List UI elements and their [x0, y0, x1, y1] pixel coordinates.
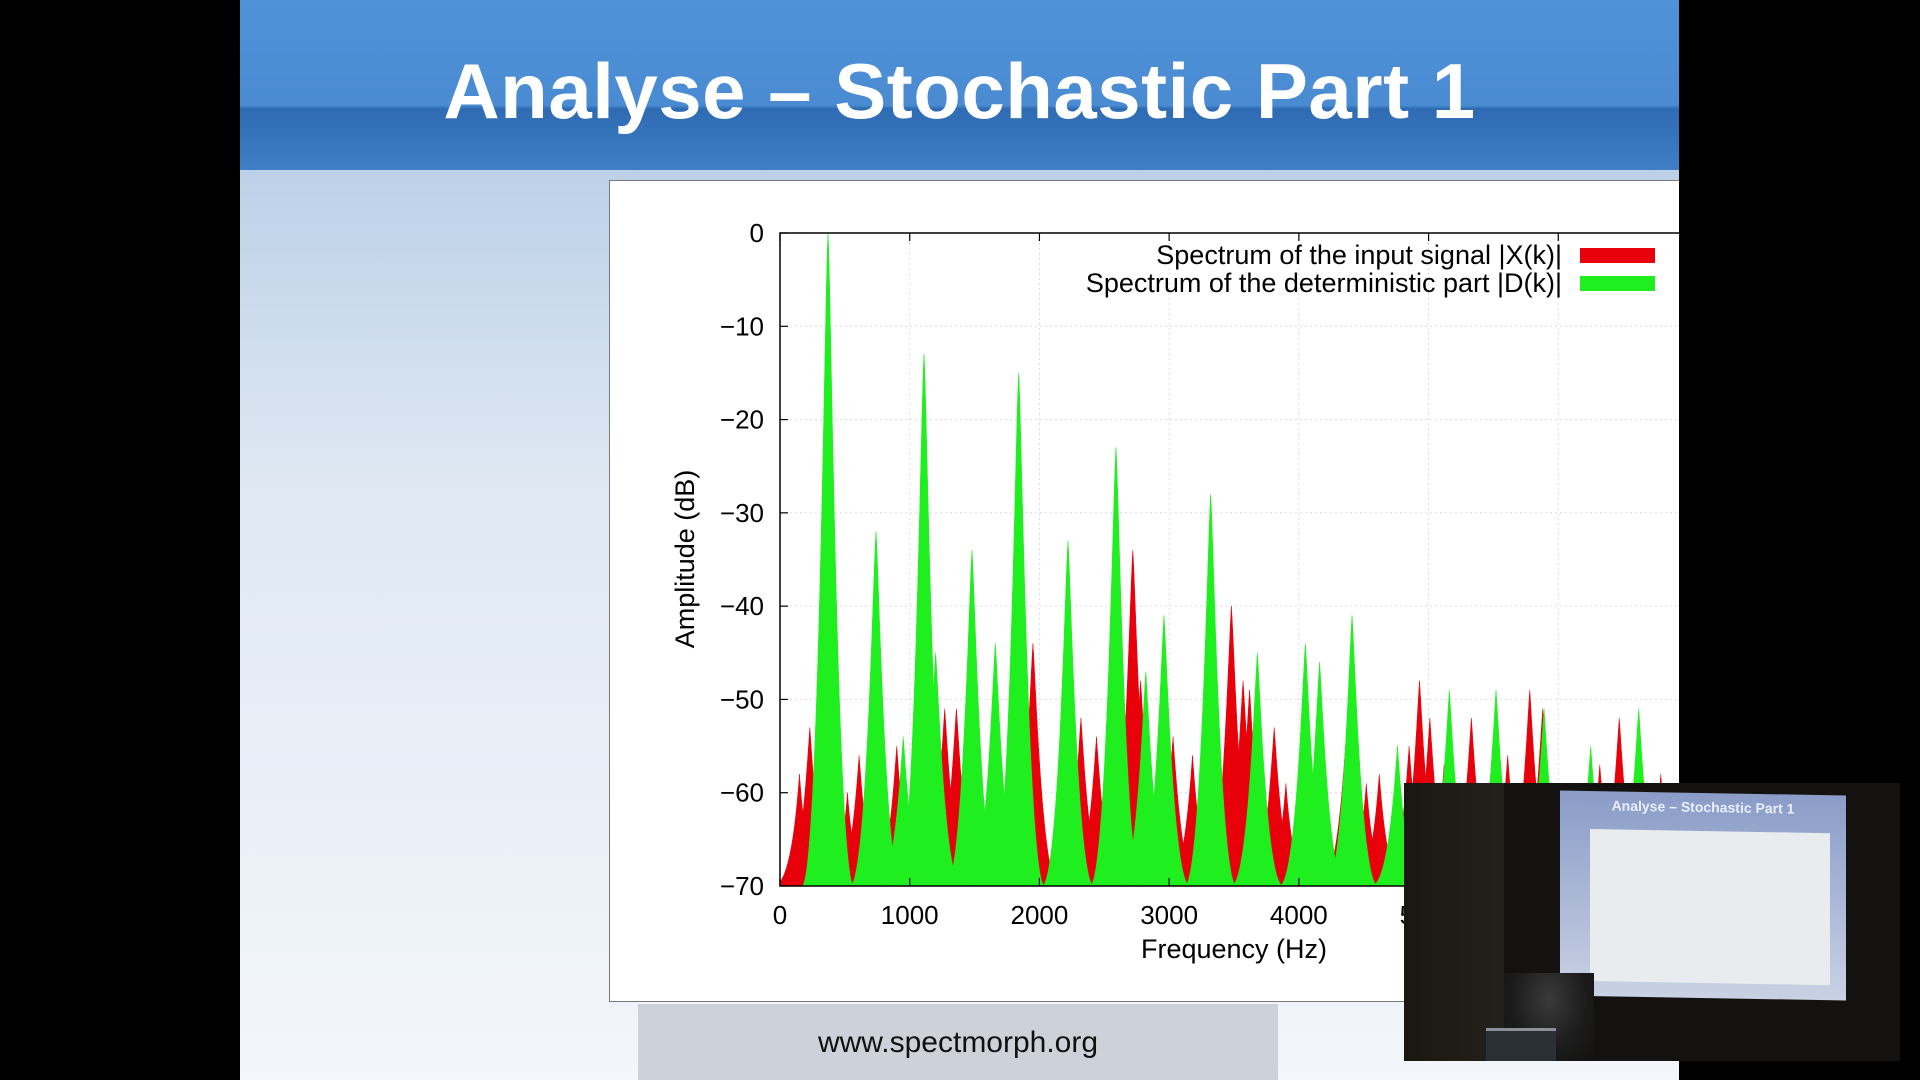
laptop [1486, 1028, 1556, 1061]
footer-url: www.spectmorph.org [817, 1026, 1099, 1059]
deterministic-peak [1089, 447, 1143, 886]
x-tick-label: 4000 [1270, 900, 1328, 930]
y-tick-label: −50 [720, 684, 764, 714]
y-tick-label: −20 [720, 405, 764, 435]
legend-swatch-deterministic [1580, 276, 1655, 291]
y-tick-label: −40 [720, 591, 764, 621]
legend-label-deterministic: Spectrum of the deterministic part |D(k)… [1086, 268, 1562, 298]
projected-chart-thumbnail [1590, 829, 1830, 986]
projected-slide-title: Analyse – Stochastic Part 1 [1611, 797, 1795, 817]
x-axis-label: Frequency (Hz) [1141, 934, 1327, 964]
x-tick-label: 3000 [1140, 900, 1198, 930]
y-axis-label: Amplitude (dB) [670, 470, 700, 649]
y-tick-label: −30 [720, 498, 764, 528]
spectrum-chart: 01000200030004000500060000−10−20−30−40−5… [609, 180, 1679, 1002]
legend: Spectrum of the input signal |X(k)| Spec… [1086, 240, 1655, 298]
series-deterministic-spectrum [801, 233, 1679, 886]
slide-title: Analyse – Stochastic Part 1 [443, 47, 1476, 135]
x-tick-label: 2000 [1011, 900, 1069, 930]
legend-swatch-input [1580, 248, 1655, 263]
y-tick-label: −10 [720, 311, 764, 341]
deterministic-peak [849, 531, 903, 886]
legend-label-input: Spectrum of the input signal |X(k)| [1156, 240, 1562, 270]
x-tick-label: 1000 [881, 900, 939, 930]
footer-box: www.spectmorph.org [638, 1004, 1278, 1080]
deterministic-peak [1293, 662, 1346, 886]
deterministic-peak [992, 372, 1045, 886]
deterministic-peak [1137, 615, 1191, 886]
plot-border [779, 232, 1679, 887]
presentation-slide: Analyse – Stochastic Part 1 0 1000 2000 300… [240, 0, 1679, 1080]
slide-title-bar: Analyse – Stochastic Part 1 [240, 0, 1679, 170]
y-tick-label: −60 [720, 778, 764, 808]
x-tick-label: 0 [773, 900, 787, 930]
spectrum-chart-svg: 01000200030004000500060000−10−20−30−40−5… [670, 218, 1679, 964]
deterministic-peak [909, 652, 962, 886]
deterministic-peak [1041, 540, 1095, 886]
speaker-video-inset: Analyse – Stochastic Part 1 [1404, 783, 1900, 1061]
y-tick-label: 0 [750, 218, 764, 248]
deterministic-peak [1184, 494, 1237, 886]
y-tick-label: −70 [720, 871, 764, 901]
projected-slide: Analyse – Stochastic Part 1 [1560, 790, 1846, 1001]
deterministic-peak [1325, 615, 1379, 886]
room-background [1404, 783, 1504, 1061]
deterministic-peak [1231, 652, 1284, 886]
